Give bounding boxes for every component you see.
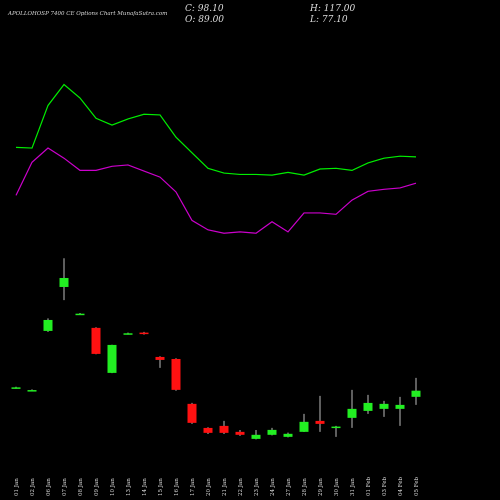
x-tick-label: 10 Jan [110,478,116,496]
x-tick-label: 05 Feb [414,476,420,496]
x-tick-label: 04 Feb [398,476,404,496]
indicator-line [15,83,417,176]
candle-body [395,404,405,409]
open-label: O: 89.00 [185,15,224,25]
candle-body [27,390,37,392]
x-tick-label: 13 Jan [126,478,132,496]
x-tick-label: 27 Jan [286,478,292,496]
chart-title: APOLLOHOSP 7400 CE Options Chart MunafaS… [7,11,167,17]
candle-body [75,313,85,316]
candle-body [187,403,197,423]
candle-body [283,433,293,437]
x-tick-label: 08 Jan [78,478,84,496]
x-tick-label: 30 Jan [334,478,340,496]
candle-body [155,356,165,360]
low-label: L: 77.10 [309,15,348,25]
candle-body [331,426,341,429]
x-tick-label: 16 Jan [174,478,180,496]
candle-body [219,425,229,433]
x-tick-label: 15 Jan [158,478,164,496]
high-label: H: 117.00 [309,4,356,14]
candle-body [139,332,149,335]
candle-body [299,421,309,432]
candle-body [251,434,261,439]
x-tick-label: 01 Jan [14,478,20,496]
close-label: C: 98.10 [185,4,224,14]
candle-body [59,277,69,287]
candle-body [411,390,421,397]
x-tick-label: 20 Jan [206,478,212,496]
candle-body [347,408,357,418]
candle-body [363,402,373,411]
x-tick-label: 24 Jan [270,478,276,496]
candle-body [123,333,133,335]
x-tick-label: 02 Jan [30,478,36,496]
x-tick-label: 14 Jan [142,478,148,496]
candle-body [11,387,21,389]
x-tick-label: 09 Jan [94,478,100,496]
x-tick-label: 22 Jan [238,478,244,496]
candle-body [267,429,277,435]
candle-body [43,319,53,331]
x-tick-label: 06 Jan [46,478,52,496]
candle-body [235,431,245,435]
x-tick-label: 17 Jan [190,478,196,496]
candle-body [91,327,101,354]
candle-body [315,420,325,424]
indicator-line [15,147,417,234]
x-tick-label: 28 Jan [302,478,308,496]
x-tick-label: 01 Feb [366,476,372,496]
x-tick-label: 29 Jan [318,478,324,496]
candle-body [107,344,117,373]
candle-body [379,403,389,409]
x-tick-label: 21 Jan [222,478,228,496]
x-tick-label: 03 Feb [382,476,388,496]
candle-body [171,358,181,390]
candle-body [203,427,213,433]
x-tick-label: 07 Jan [62,478,68,496]
x-tick-label: 31 Jan [350,478,356,496]
x-tick-label: 23 Jan [254,478,260,496]
